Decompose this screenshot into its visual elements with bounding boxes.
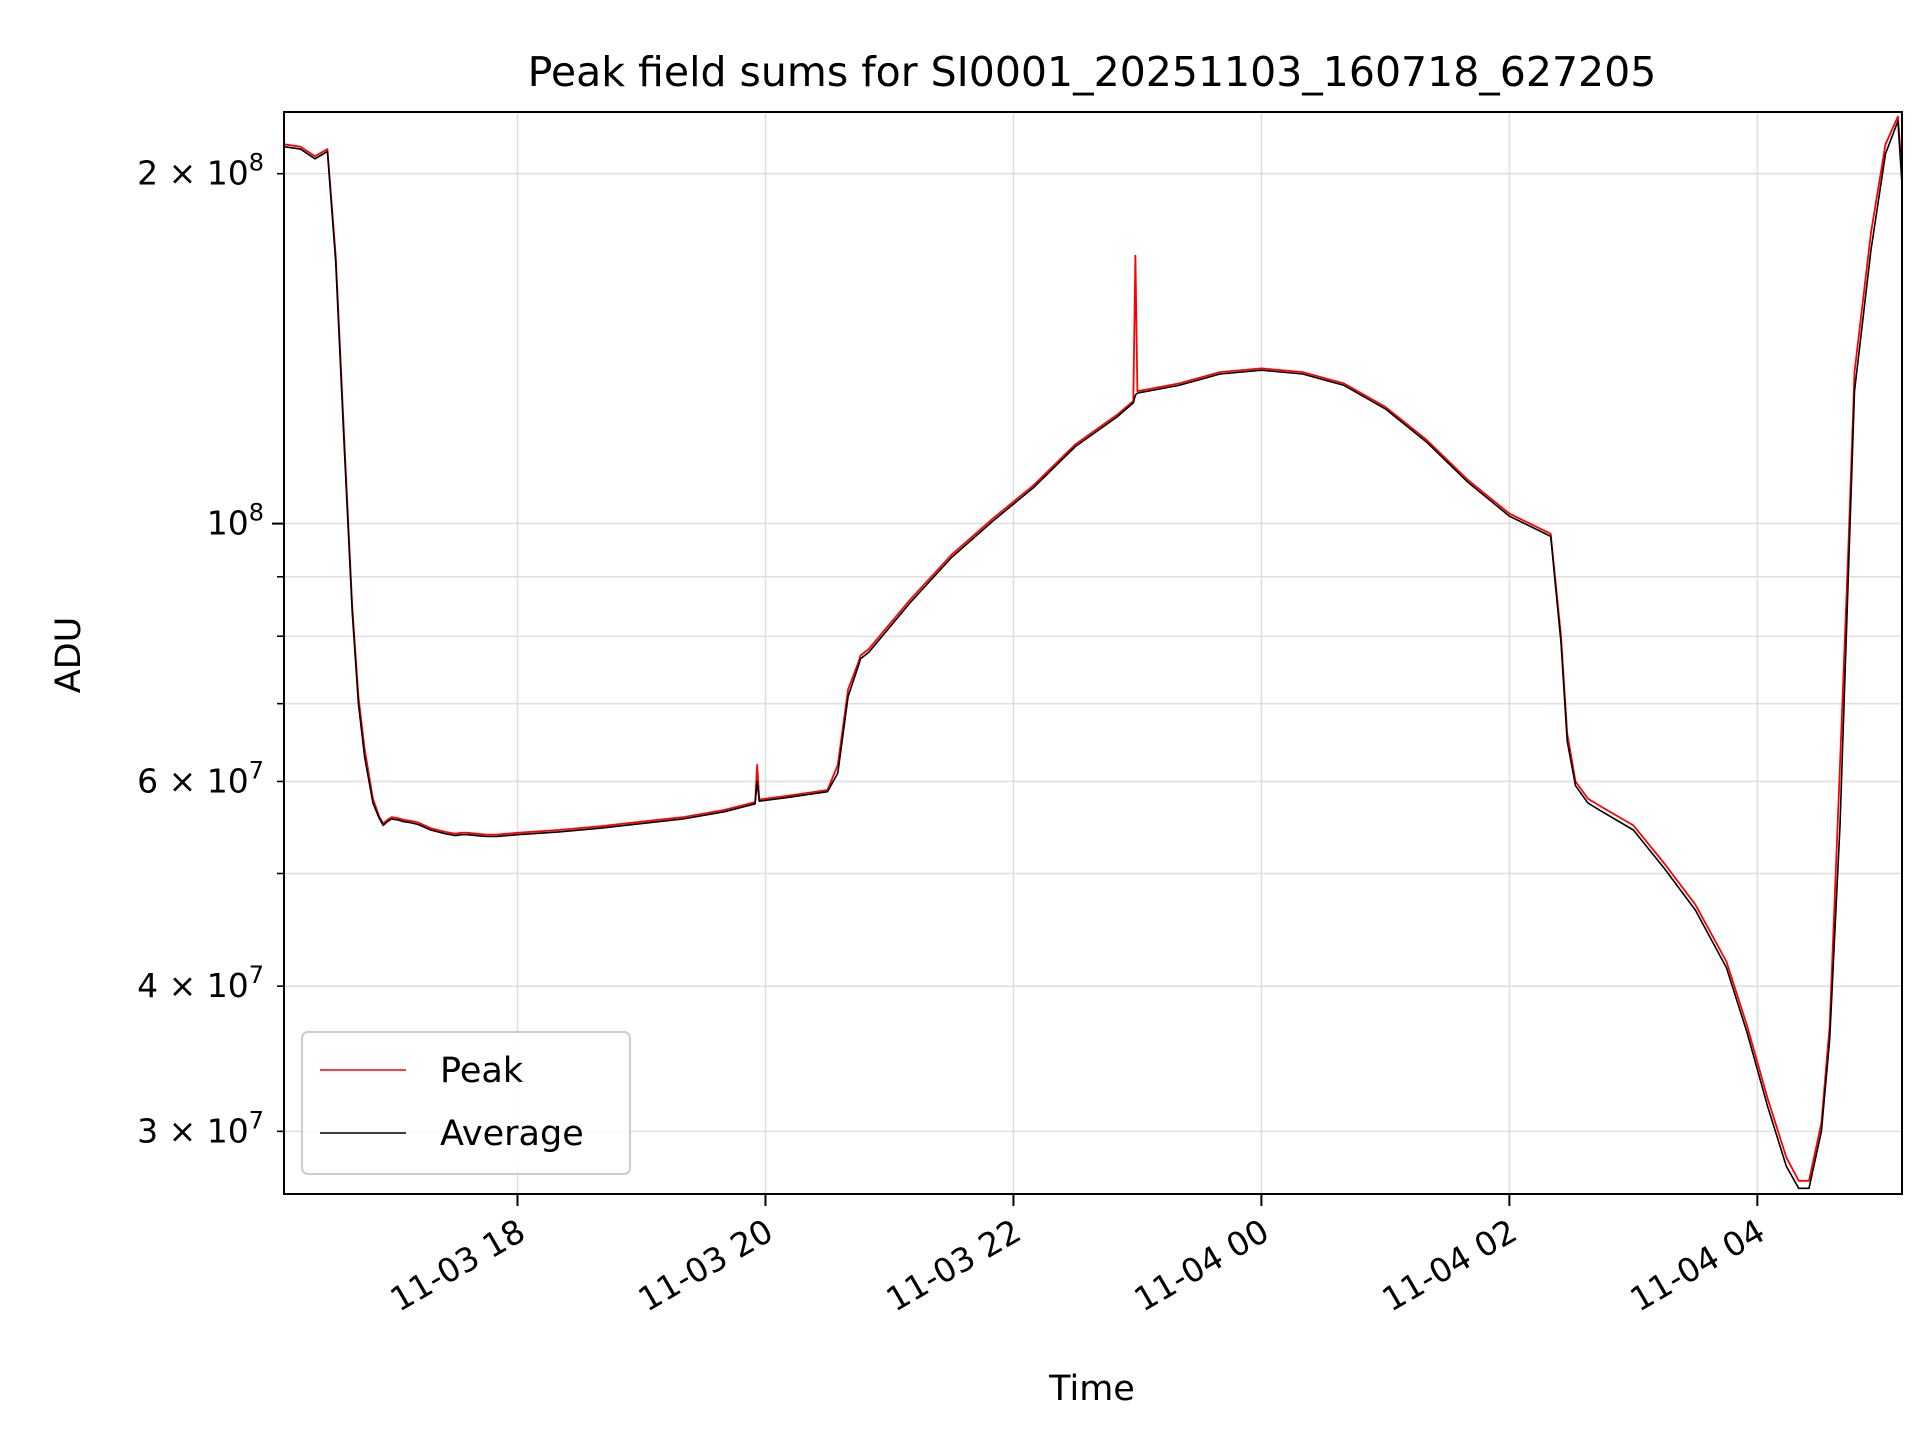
plot-frame <box>283 111 1903 1195</box>
series-line-average <box>284 120 1902 1190</box>
legend: Peak Average <box>301 1031 631 1175</box>
series-layer <box>284 115 1902 1190</box>
series-line-peak <box>284 115 1902 1182</box>
y-tick-label: 2 × 108 <box>137 149 264 193</box>
y-axis: 108 2 × 108 6 × 107 4 × 107 3 × 107 <box>137 149 284 1150</box>
y-axis-label: ADU <box>49 617 89 694</box>
x-axis-label: Time <box>1048 1369 1135 1409</box>
legend-box <box>301 1031 631 1175</box>
legend-label-peak: Peak <box>440 1051 524 1091</box>
y-tick-label: 4 × 107 <box>137 961 264 1005</box>
y-tick-label: 3 × 107 <box>137 1106 264 1150</box>
chart-title: Peak field sums for SI0001_20251103_1607… <box>528 48 1657 96</box>
legend-label-average: Average <box>440 1114 584 1154</box>
y-tick-label: 6 × 107 <box>137 756 264 800</box>
y-tick-label: 108 <box>207 499 264 543</box>
